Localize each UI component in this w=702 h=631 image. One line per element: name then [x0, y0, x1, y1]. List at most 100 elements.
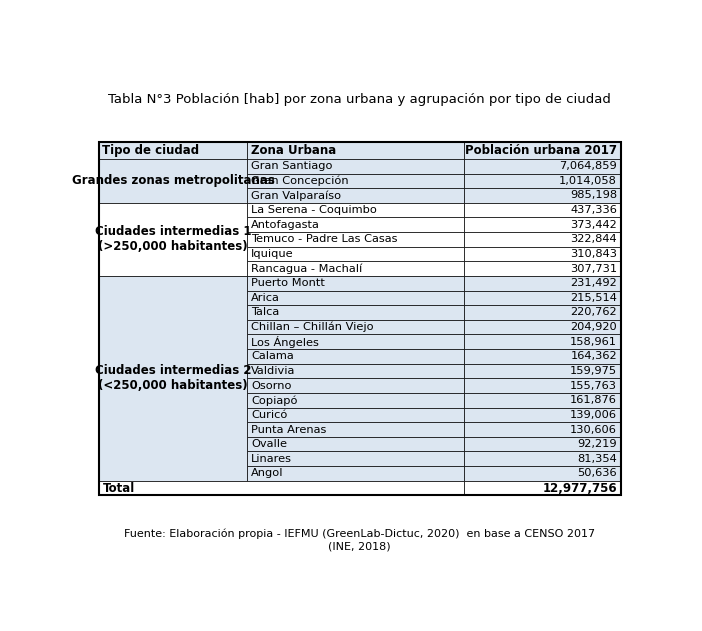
Text: 322,844: 322,844	[571, 234, 617, 244]
Bar	[248, 422, 464, 437]
Text: Chillan – Chillán Viejo: Chillan – Chillán Viejo	[251, 322, 374, 333]
Text: 164,362: 164,362	[571, 351, 617, 362]
Bar	[98, 276, 248, 481]
Bar	[464, 276, 621, 290]
Bar	[98, 142, 248, 159]
Bar	[464, 188, 621, 203]
Bar	[248, 174, 464, 188]
Bar	[464, 232, 621, 247]
Text: Tabla N°3 Población [hab] por zona urbana y agrupación por tipo de ciudad: Tabla N°3 Población [hab] por zona urban…	[108, 93, 611, 106]
Text: Los Ángeles: Los Ángeles	[251, 336, 319, 348]
Text: Copiapó: Copiapó	[251, 395, 298, 406]
Bar	[464, 422, 621, 437]
Text: Punta Arenas: Punta Arenas	[251, 425, 326, 435]
Bar	[464, 363, 621, 379]
Bar	[464, 261, 621, 276]
Text: 220,762: 220,762	[571, 307, 617, 317]
Text: Iquique: Iquique	[251, 249, 294, 259]
Bar	[248, 320, 464, 334]
Bar	[464, 466, 621, 481]
Bar	[98, 159, 248, 203]
Bar	[248, 466, 464, 481]
Text: Zona Urbana: Zona Urbana	[251, 144, 336, 157]
Text: Arica: Arica	[251, 293, 280, 303]
Bar	[464, 247, 621, 261]
Text: 158,961: 158,961	[570, 337, 617, 347]
Text: Curicó: Curicó	[251, 410, 288, 420]
Text: Grandes zonas metropolitanas: Grandes zonas metropolitanas	[72, 174, 274, 187]
Bar	[248, 349, 464, 363]
Text: Linares: Linares	[251, 454, 292, 464]
Bar	[464, 481, 621, 495]
Bar	[98, 203, 248, 276]
Bar	[248, 408, 464, 422]
Text: Fuente: Elaboración propia - IEFMU (GreenLab-Dictuc, 2020)  en base a CENSO 2017: Fuente: Elaboración propia - IEFMU (Gree…	[124, 529, 595, 551]
Bar	[98, 142, 621, 495]
Text: Población urbana 2017: Población urbana 2017	[465, 144, 617, 157]
Bar	[464, 290, 621, 305]
Text: 130,606: 130,606	[570, 425, 617, 435]
Text: Ciudades intermedias 1
(>250,000 habitantes): Ciudades intermedias 1 (>250,000 habitan…	[95, 225, 251, 253]
Text: 12,977,756: 12,977,756	[543, 481, 617, 495]
Text: 7,064,859: 7,064,859	[559, 161, 617, 171]
Text: La Serena - Coquimbo: La Serena - Coquimbo	[251, 205, 377, 215]
Text: 159,975: 159,975	[570, 366, 617, 376]
Text: 373,442: 373,442	[570, 220, 617, 230]
Bar	[248, 363, 464, 379]
Text: Ovalle: Ovalle	[251, 439, 287, 449]
Bar	[464, 393, 621, 408]
Bar	[248, 305, 464, 320]
Bar	[464, 334, 621, 349]
Bar	[464, 451, 621, 466]
Bar	[464, 305, 621, 320]
Text: 310,843: 310,843	[570, 249, 617, 259]
Bar	[248, 334, 464, 349]
Bar	[248, 437, 464, 451]
Text: 204,920: 204,920	[570, 322, 617, 332]
Text: Ciudades intermedias 2
(<250,000 habitantes): Ciudades intermedias 2 (<250,000 habitan…	[95, 364, 251, 392]
Bar	[464, 437, 621, 451]
Text: Angol: Angol	[251, 468, 284, 478]
Text: Tipo de ciudad: Tipo de ciudad	[102, 144, 199, 157]
Text: Gran Santiago: Gran Santiago	[251, 161, 333, 171]
Text: Total: Total	[102, 481, 135, 495]
Text: Antofagasta: Antofagasta	[251, 220, 320, 230]
Bar	[248, 232, 464, 247]
Bar	[464, 142, 621, 159]
Text: 155,763: 155,763	[570, 380, 617, 391]
Bar	[464, 159, 621, 174]
Bar	[464, 174, 621, 188]
Bar	[464, 379, 621, 393]
Text: Calama: Calama	[251, 351, 294, 362]
Bar	[248, 159, 464, 174]
Text: Talca: Talca	[251, 307, 279, 317]
Text: 92,219: 92,219	[578, 439, 617, 449]
Bar	[464, 320, 621, 334]
Bar	[248, 188, 464, 203]
Text: Gran Concepción: Gran Concepción	[251, 175, 349, 186]
Bar	[464, 218, 621, 232]
Bar	[248, 203, 464, 218]
Text: 81,354: 81,354	[577, 454, 617, 464]
Bar	[464, 349, 621, 363]
Text: 1,014,058: 1,014,058	[559, 176, 617, 186]
Bar	[248, 290, 464, 305]
Bar	[248, 393, 464, 408]
Bar	[248, 247, 464, 261]
Bar	[464, 203, 621, 218]
Bar	[248, 261, 464, 276]
Bar	[464, 408, 621, 422]
Bar	[248, 379, 464, 393]
Text: Valdivia: Valdivia	[251, 366, 296, 376]
Bar	[248, 218, 464, 232]
Text: Osorno: Osorno	[251, 380, 292, 391]
Text: 50,636: 50,636	[578, 468, 617, 478]
Text: 139,006: 139,006	[570, 410, 617, 420]
Bar	[98, 481, 464, 495]
Text: Rancagua - Machalí: Rancagua - Machalí	[251, 263, 363, 274]
Text: 215,514: 215,514	[570, 293, 617, 303]
Text: Temuco - Padre Las Casas: Temuco - Padre Las Casas	[251, 234, 398, 244]
Bar	[248, 142, 464, 159]
Text: 161,876: 161,876	[570, 395, 617, 405]
Text: 985,198: 985,198	[570, 191, 617, 201]
